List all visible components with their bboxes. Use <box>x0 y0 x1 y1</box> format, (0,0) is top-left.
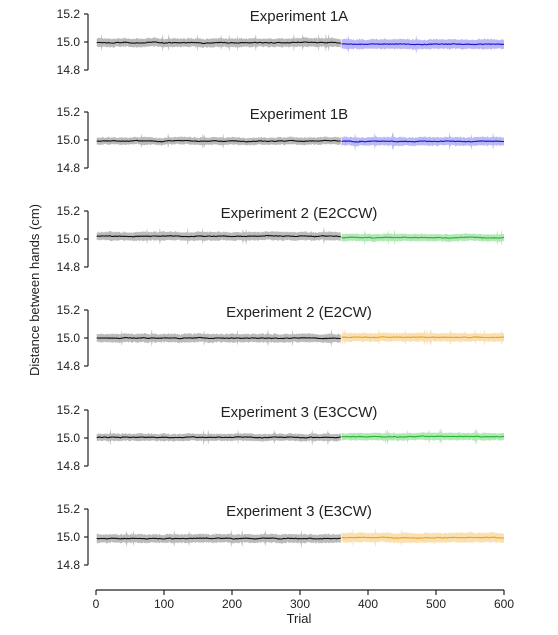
x-tick-label: 400 <box>358 597 378 611</box>
y-tick-label: 14.8 <box>57 558 81 572</box>
orange-series-line <box>341 536 505 539</box>
baseline-series-band <box>96 529 341 548</box>
orange-series-line <box>341 336 505 339</box>
blue-series-line <box>341 140 505 143</box>
y-tick-label: 15.0 <box>57 530 81 544</box>
x-tick-label: 0 <box>93 597 100 611</box>
y-tick-label: 14.8 <box>57 161 81 175</box>
x-tick-label: 100 <box>154 597 174 611</box>
x-tick-label: 200 <box>222 597 242 611</box>
y-tick-label: 15.2 <box>57 403 81 417</box>
baseline-series-line <box>96 537 341 540</box>
x-axis-title: Trial <box>287 611 312 626</box>
y-tick-label: 15.0 <box>57 35 81 49</box>
y-axis-title: Distance between hands (cm) <box>27 204 42 376</box>
y-tick-label: 15.0 <box>57 232 81 246</box>
panel-title: Experiment 3 (E3CW) <box>226 503 372 520</box>
x-tick-label: 500 <box>426 597 446 611</box>
baseline-series-line <box>96 41 341 45</box>
baseline-series-line <box>96 139 341 143</box>
baseline-series-line <box>96 336 341 340</box>
y-tick-label: 15.2 <box>57 303 81 317</box>
panel-title: Experiment 1A <box>250 8 348 25</box>
x-tick-label: 300 <box>290 597 310 611</box>
y-tick-label: 15.0 <box>57 431 81 445</box>
y-tick-label: 14.8 <box>57 359 81 373</box>
green-series-line <box>341 236 505 239</box>
blue-series-line <box>341 43 505 46</box>
baseline-series-line <box>96 234 341 238</box>
y-tick-label: 15.2 <box>57 204 81 218</box>
green-series-line <box>341 435 505 438</box>
y-tick-label: 14.8 <box>57 459 81 473</box>
y-tick-label: 15.2 <box>57 502 81 516</box>
baseline-series-line <box>96 436 341 439</box>
y-tick-label: 14.8 <box>57 63 81 77</box>
y-tick-label: 15.0 <box>57 133 81 147</box>
y-tick-label: 15.0 <box>57 331 81 345</box>
panel-title: Experiment 2 (E2CCW) <box>221 205 378 222</box>
panel-title: Experiment 3 (E3CCW) <box>221 404 378 421</box>
panel-title: Experiment 1B <box>250 106 348 123</box>
y-tick-label: 15.2 <box>57 105 81 119</box>
y-tick-label: 14.8 <box>57 260 81 274</box>
y-tick-label: 15.2 <box>57 7 81 21</box>
x-tick-label: 600 <box>494 597 514 611</box>
panel-title: Experiment 2 (E2CW) <box>226 304 372 321</box>
